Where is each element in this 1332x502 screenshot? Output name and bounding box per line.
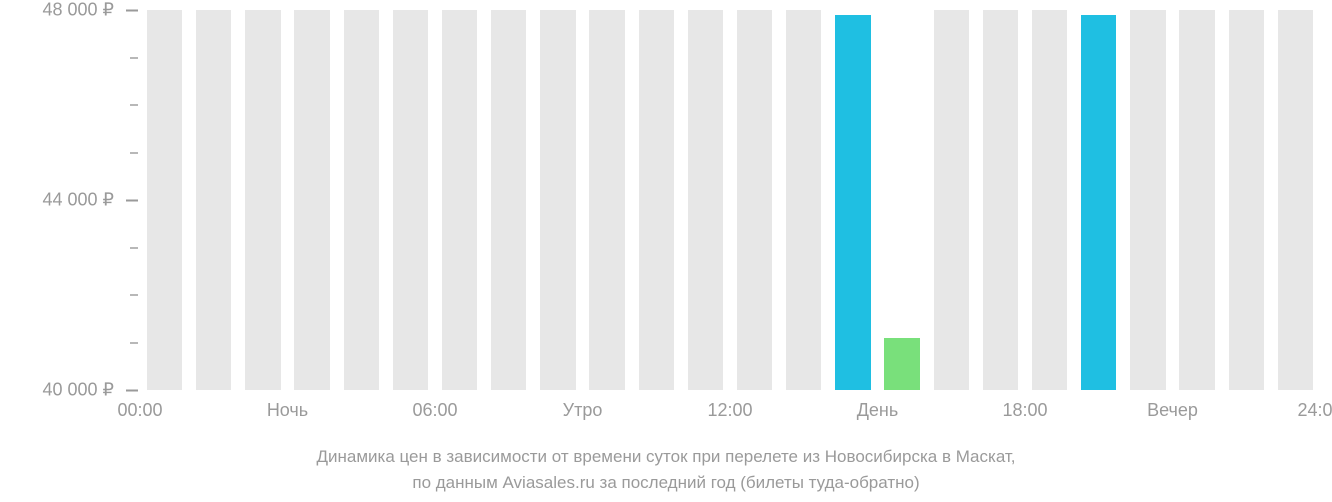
y-tick-mark: [126, 389, 138, 391]
placeholder-bar: [540, 10, 575, 390]
placeholder-bar: [245, 10, 280, 390]
placeholder-bar: [393, 10, 428, 390]
placeholder-bar: [196, 10, 231, 390]
y-tick-mark: [126, 199, 138, 201]
x-axis-label: Утро: [563, 400, 603, 421]
y-minor-tick: [130, 152, 138, 154]
data-bar: [1081, 15, 1116, 390]
placeholder-bar: [491, 10, 526, 390]
placeholder-bar: [1032, 10, 1067, 390]
y-minor-tick: [130, 247, 138, 249]
y-tick: 44 000 ₽: [0, 190, 138, 211]
x-axis-label: 24:00: [1297, 400, 1332, 421]
x-axis-label: 18:00: [1002, 400, 1047, 421]
x-axis-label: Вечер: [1147, 400, 1198, 421]
placeholder-bar: [442, 10, 477, 390]
placeholder-bar: [344, 10, 379, 390]
y-tick-label: 48 000 ₽: [42, 0, 126, 21]
y-tick: 40 000 ₽: [0, 380, 138, 401]
y-minor-tick: [130, 342, 138, 344]
plot-area: [140, 10, 1320, 390]
y-minor-tick: [130, 104, 138, 106]
data-bar: [835, 15, 870, 390]
placeholder-bar: [688, 10, 723, 390]
placeholder-bar: [983, 10, 1018, 390]
x-axis-label: 12:00: [707, 400, 752, 421]
y-tick-label: 40 000 ₽: [42, 380, 126, 401]
y-tick-mark: [126, 9, 138, 11]
placeholder-bar: [1278, 10, 1313, 390]
y-minor-tick: [130, 294, 138, 296]
y-minor-tick: [130, 57, 138, 59]
placeholder-bar: [1229, 10, 1264, 390]
y-tick: 48 000 ₽: [0, 0, 138, 21]
placeholder-bar: [737, 10, 772, 390]
y-tick-label: 44 000 ₽: [42, 190, 126, 211]
placeholder-bar: [589, 10, 624, 390]
placeholder-bar: [1179, 10, 1214, 390]
placeholder-bar: [1130, 10, 1165, 390]
data-bar: [884, 338, 919, 390]
x-axis-label: Ночь: [267, 400, 308, 421]
x-axis-label: 00:00: [117, 400, 162, 421]
chart-caption-line2: по данным Aviasales.ru за последний год …: [0, 470, 1332, 496]
x-axis-label: 06:00: [412, 400, 457, 421]
chart-caption-line1: Динамика цен в зависимости от времени су…: [0, 444, 1332, 470]
price-by-hour-chart: 48 000 ₽44 000 ₽40 000 ₽ 00:00Ночь06:00У…: [0, 0, 1332, 502]
placeholder-bar: [639, 10, 674, 390]
x-axis: 00:00Ночь06:00Утро12:00День18:00Вечер24:…: [140, 400, 1320, 430]
y-axis: 48 000 ₽44 000 ₽40 000 ₽: [0, 10, 138, 390]
x-axis-label: День: [857, 400, 899, 421]
placeholder-bar: [294, 10, 329, 390]
placeholder-bar: [147, 10, 182, 390]
placeholder-bar: [786, 10, 821, 390]
placeholder-bar: [934, 10, 969, 390]
